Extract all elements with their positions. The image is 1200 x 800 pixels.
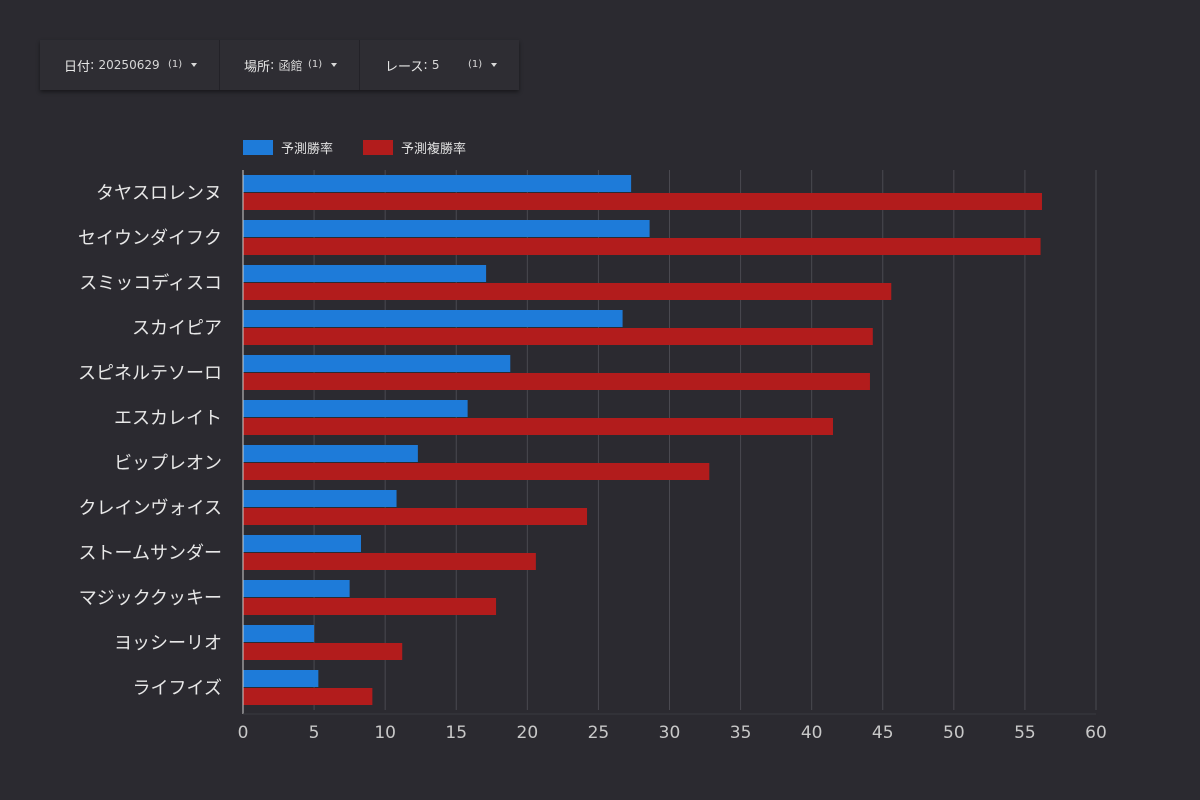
bar-win-6: [243, 445, 418, 462]
x-tick-label-1: 5: [309, 723, 320, 743]
x-tick-label-12: 60: [1085, 723, 1107, 743]
race-filter-value: 5: [431, 58, 440, 72]
bar-place-10: [243, 643, 403, 660]
bar-win-5: [243, 400, 468, 417]
legend-swatch-1: [363, 140, 393, 155]
bar-win-1: [243, 220, 650, 237]
x-tick-label-6: 30: [659, 723, 681, 743]
venue-filter-count: (1): [308, 59, 323, 70]
bar-place-7: [243, 508, 588, 525]
category-label-5: エスカレイト: [114, 408, 222, 429]
bar-win-4: [243, 355, 511, 372]
category-label-10: ヨッシーリオ: [114, 633, 222, 654]
venue-filter[interactable]: 場所: 函館 (1): [220, 40, 360, 90]
category-label-2: スミッコディスコ: [79, 273, 222, 294]
bar-win-9: [243, 580, 350, 597]
bar-place-4: [243, 373, 870, 390]
race-filter-label: レース: [385, 59, 424, 75]
bar-place-6: [243, 463, 710, 480]
date-filter-label: 日付: [64, 59, 91, 75]
bar-place-2: [243, 283, 892, 300]
race-filter-count: (1): [468, 59, 483, 70]
x-tick-label-2: 10: [374, 723, 396, 743]
x-tick-label-8: 40: [801, 723, 823, 743]
venue-filter-caret-icon: [331, 63, 337, 67]
venue-filter-value: 函館: [278, 58, 303, 73]
category-label-0: タヤスロレンヌ: [96, 183, 222, 204]
bar-win-11: [243, 670, 319, 687]
bar-win-10: [243, 625, 315, 642]
category-label-9: マジッククッキー: [79, 588, 222, 609]
x-tick-label-10: 50: [943, 723, 965, 743]
date-filter-count: (1): [168, 59, 183, 70]
bar-win-8: [243, 535, 361, 552]
bar-place-8: [243, 553, 536, 570]
venue-filter-label: 場所: [244, 59, 271, 75]
race-filter-caret-icon: [491, 63, 497, 67]
category-label-8: ストームサンダー: [79, 543, 222, 564]
date-filter-caret-icon: [191, 63, 197, 67]
filter-bar: 日付: 20250629 (1) 場所: 函館 (1) レース: 5 (1): [40, 40, 519, 90]
x-tick-label-3: 15: [445, 723, 467, 743]
x-tick-label-0: 0: [238, 723, 249, 743]
bar-win-3: [243, 310, 623, 327]
legend-label-1: 予測複勝率: [401, 141, 466, 157]
race-filter[interactable]: レース: 5 (1): [360, 40, 519, 90]
bar-place-5: [243, 418, 833, 435]
x-tick-label-4: 20: [517, 723, 539, 743]
category-label-6: ビップレオン: [114, 453, 222, 474]
category-label-7: クレインヴォイス: [79, 498, 222, 519]
date-filter-value: 20250629: [98, 58, 160, 72]
bar-place-1: [243, 238, 1041, 255]
category-label-1: セイウンダイフク: [78, 228, 222, 249]
category-label-3: スカイピア: [132, 318, 222, 339]
x-tick-label-11: 55: [1014, 723, 1036, 743]
x-tick-label-7: 35: [730, 723, 752, 743]
date-filter[interactable]: 日付: 20250629 (1): [40, 40, 220, 90]
bar-win-7: [243, 490, 397, 507]
bar-win-0: [243, 175, 632, 192]
bar-place-0: [243, 193, 1042, 210]
legend-label-0: 予測勝率: [281, 141, 333, 157]
category-label-11: ライフイズ: [133, 678, 222, 699]
bar-place-9: [243, 598, 497, 615]
bar-win-2: [243, 265, 487, 282]
x-tick-label-5: 25: [588, 723, 610, 743]
category-label-4: スピネルテソーロ: [78, 363, 222, 384]
bar-place-11: [243, 688, 373, 705]
legend-swatch-0: [243, 140, 273, 155]
bar-place-3: [243, 328, 873, 345]
x-tick-label-9: 45: [872, 723, 894, 743]
